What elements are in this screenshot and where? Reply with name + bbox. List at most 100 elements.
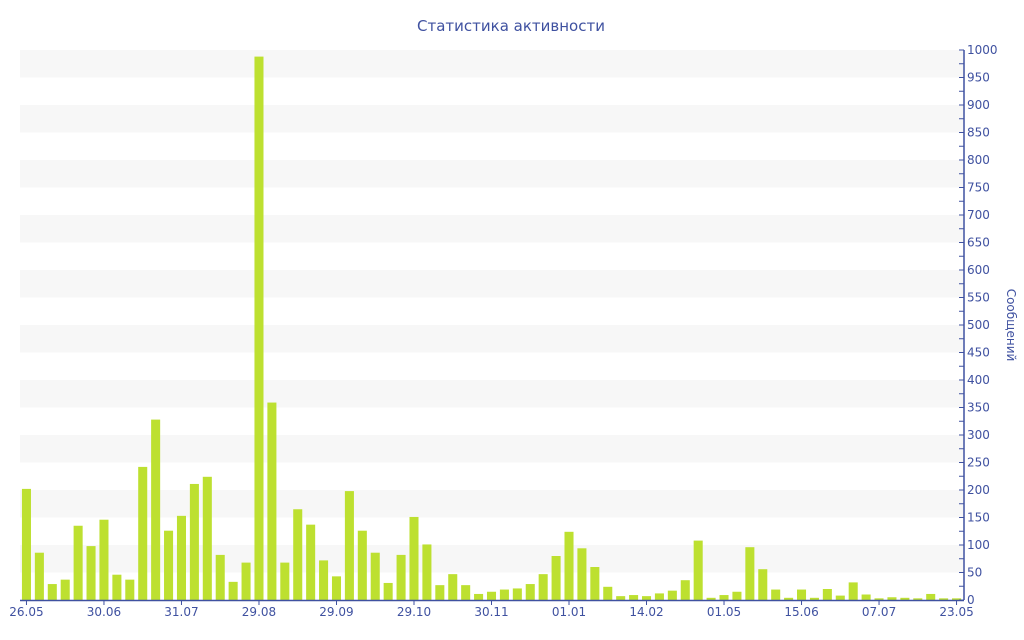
bar <box>913 598 923 600</box>
bar <box>254 56 264 601</box>
bar <box>512 588 522 600</box>
y-tick-label: 550 <box>967 291 990 305</box>
grid-band <box>20 435 963 463</box>
bar <box>499 589 509 600</box>
bar <box>448 574 458 600</box>
x-tick-label: 29.08 <box>242 605 276 619</box>
bar <box>164 530 174 600</box>
bar <box>241 562 251 600</box>
y-tick-label: 1000 <box>967 43 998 57</box>
y-tick-label: 50 <box>967 566 982 580</box>
bar <box>926 593 936 600</box>
y-tick-label: 400 <box>967 373 990 387</box>
bar <box>344 491 354 600</box>
grid-band <box>20 325 963 353</box>
bar <box>835 595 845 600</box>
grid-band <box>20 545 963 573</box>
bar <box>538 574 548 600</box>
bar <box>629 595 639 600</box>
y-tick-label: 250 <box>967 456 990 470</box>
x-tick-label: 01.05 <box>707 605 741 619</box>
y-tick-label: 650 <box>967 236 990 250</box>
bar <box>474 593 484 600</box>
bar <box>202 476 212 600</box>
grid-band <box>20 380 963 408</box>
bar <box>34 552 44 600</box>
y-tick-label: 500 <box>967 318 990 332</box>
y-tick-label: 100 <box>967 538 990 552</box>
x-tick-label: 30.06 <box>87 605 121 619</box>
bar <box>99 519 109 600</box>
bar <box>396 554 406 600</box>
grid-band <box>20 490 963 518</box>
bar <box>21 488 31 600</box>
grid-band <box>20 50 963 78</box>
bar <box>680 580 690 600</box>
bar <box>616 596 626 600</box>
bar <box>125 579 135 600</box>
bar <box>577 548 587 600</box>
bar <box>435 585 445 600</box>
bars <box>21 56 962 601</box>
bar <box>151 419 161 600</box>
x-tick-label: 23.05 <box>939 605 973 619</box>
bar <box>461 585 471 600</box>
x-tick-label: 30.11 <box>474 605 508 619</box>
grid-band <box>20 270 963 298</box>
y-tick-label: 350 <box>967 401 990 415</box>
bar <box>706 597 716 600</box>
y-tick-label: 950 <box>967 71 990 85</box>
bar <box>306 524 316 600</box>
bar <box>112 574 122 600</box>
bar <box>822 589 832 600</box>
y-tick-label: 200 <box>967 483 990 497</box>
y-tick-label: 450 <box>967 346 990 360</box>
grid-band <box>20 215 963 243</box>
y-tick-label: 800 <box>967 153 990 167</box>
x-tick-label: 07.07 <box>862 605 896 619</box>
x-tick-label: 31.07 <box>164 605 198 619</box>
bar <box>887 597 897 600</box>
y-axis: 0 50 100 150 200 250 300 350 400 450 500 550 600 650 7… <box>959 43 998 607</box>
bar <box>138 466 148 600</box>
bar <box>176 515 186 600</box>
grid-band <box>20 160 963 188</box>
bar <box>383 582 393 600</box>
x-tick-label: 29.09 <box>319 605 353 619</box>
bar <box>422 544 432 600</box>
bar <box>900 597 910 600</box>
bar <box>228 581 238 600</box>
bar <box>809 597 819 600</box>
bar <box>293 509 303 600</box>
bar <box>732 591 742 600</box>
bar <box>215 554 225 600</box>
bar <box>745 547 755 600</box>
y-tick-label: 750 <box>967 181 990 195</box>
bar <box>654 593 664 600</box>
bar <box>370 552 380 600</box>
bar <box>719 595 729 600</box>
bar <box>603 586 613 600</box>
y-tick-label: 300 <box>967 428 990 442</box>
y-tick-label: 600 <box>967 263 990 277</box>
bar <box>797 589 807 600</box>
bar <box>486 591 497 600</box>
bar <box>693 540 703 600</box>
x-tick-label: 26.05 <box>9 605 43 619</box>
chart-title: Статистика активности <box>417 17 605 35</box>
y-tick-label: 900 <box>967 98 990 112</box>
bar <box>189 483 199 600</box>
bar <box>952 598 962 600</box>
bar <box>73 525 83 600</box>
bar <box>939 598 949 600</box>
y-tick-label: 150 <box>967 511 990 525</box>
bar <box>86 546 96 600</box>
x-tick-label: 14.02 <box>629 605 663 619</box>
y-axis-label: Сообщений <box>1004 289 1018 362</box>
x-tick-label: 29.10 <box>397 605 431 619</box>
bar <box>784 597 794 600</box>
bar <box>319 560 329 600</box>
bar <box>861 594 871 600</box>
bar <box>758 569 768 600</box>
